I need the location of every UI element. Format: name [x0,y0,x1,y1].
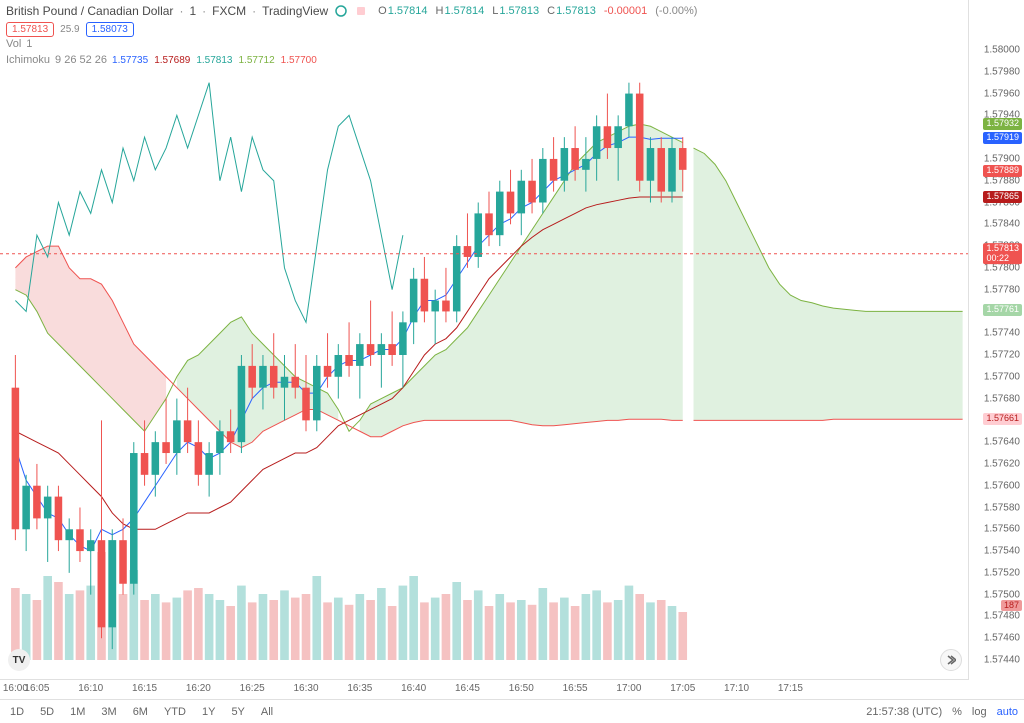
time-tick: 16:40 [401,683,426,694]
price-tick: 1.58000 [984,45,1020,56]
ichimoku-value: 1.57813 [196,55,232,66]
price-tag: 187 [1001,600,1022,612]
price-tick: 1.57740 [984,328,1020,339]
price-badges: 1.57813 25.9 1.58073 [6,22,134,37]
price-tick: 1.57780 [984,284,1020,295]
price-tick: 1.57680 [984,393,1020,404]
ohlc-display: O1.57814 H1.57814 L1.57813 C1.57813 -0.0… [378,5,697,17]
last-price-badge[interactable]: 1.57813 [6,22,54,37]
timeframe-1d[interactable]: 1D [6,704,28,720]
price-tag: 1.57932 [983,118,1022,130]
ichimoku-value: 1.57735 [112,55,148,66]
clock[interactable]: 21:57:38 (UTC) [866,706,942,718]
interval[interactable]: 1 [189,4,196,18]
provider: TradingView [262,4,328,18]
timeframe-6m[interactable]: 6M [129,704,152,720]
log-toggle[interactable]: log [972,706,987,718]
price-tick: 1.57700 [984,371,1020,382]
price-tick: 1.57460 [984,633,1020,644]
compare-icon[interactable] [334,4,348,18]
time-tick: 16:25 [240,683,265,694]
timeframe-1y[interactable]: 1Y [198,704,219,720]
price-axis[interactable]: 1.580001.579801.579601.579401.579201.579… [968,0,1024,680]
timeframe-3m[interactable]: 3M [97,704,120,720]
price-tag: 1.57889 [983,165,1022,177]
time-tick: 16:55 [563,683,588,694]
timeframe-buttons: 1D 5D 1M 3M 6M YTD 1Y 5Y All [6,704,277,720]
price-tag: 1.57661 [983,413,1022,425]
ichimoku-value: 1.57712 [239,55,275,66]
ichimoku-value: 1.57700 [281,55,317,66]
time-tick: 16:45 [455,683,480,694]
chart-container: British Pound / Canadian Dollar · 1 · FX… [0,0,1024,723]
ichimoku-label[interactable]: Ichimoku [6,54,50,66]
price-tick: 1.57900 [984,153,1020,164]
spread: 25.9 [60,24,79,35]
price-tick: 1.57960 [984,88,1020,99]
price-tick: 1.57980 [984,66,1020,77]
time-tick: 16:50 [509,683,534,694]
time-tick: 16:20 [186,683,211,694]
ichimoku-params: 9 26 52 26 [55,54,107,66]
timeframe-all[interactable]: All [257,704,277,720]
price-tick: 1.57500 [984,589,1020,600]
time-tick: 17:15 [778,683,803,694]
timeframe-5y[interactable]: 5Y [227,704,248,720]
time-tick: 16:30 [293,683,318,694]
price-tick: 1.57600 [984,480,1020,491]
time-axis[interactable]: 16:0016:0516:1016:1516:2016:2516:3016:35… [0,679,968,699]
price-tick: 1.57720 [984,350,1020,361]
price-tick: 1.57620 [984,458,1020,469]
flag-icon[interactable] [354,4,368,18]
time-tick: 17:05 [670,683,695,694]
ichimoku-value: 1.57689 [154,55,190,66]
time-tick: 16:15 [132,683,157,694]
volume-value: 1 [26,38,32,50]
price-tick: 1.57580 [984,502,1020,513]
chart-plot-area[interactable] [0,0,968,680]
price-tick: 1.57440 [984,655,1020,666]
time-tick: 16:05 [24,683,49,694]
timeframe-1m[interactable]: 1M [66,704,89,720]
price-tick: 1.57560 [984,524,1020,535]
price-tag: 1.5781300:22 [983,243,1022,265]
time-tick: 16:10 [78,683,103,694]
price-tick: 1.57540 [984,546,1020,557]
timeframe-5d[interactable]: 5D [36,704,58,720]
ichimoku-row: Ichimoku 9 26 52 26 1.57735 1.57689 1.5781… [6,54,323,66]
time-tick: 16:35 [347,683,372,694]
price-tick: 1.57480 [984,611,1020,622]
price-tag: 1.57865 [983,191,1022,203]
auto-toggle[interactable]: auto [997,706,1018,718]
symbol-header: British Pound / Canadian Dollar · 1 · FX… [6,4,697,18]
bid-badge[interactable]: 1.58073 [86,22,134,37]
indicators-row: Vol 1 [6,38,32,50]
time-tick: 17:10 [724,683,749,694]
price-tick: 1.57840 [984,219,1020,230]
percent-toggle[interactable]: % [952,706,962,718]
scroll-to-recent-button[interactable] [940,649,962,671]
price-tag: 1.57761 [983,304,1022,316]
symbol-name[interactable]: British Pound / Canadian Dollar [6,4,173,18]
chart-svg [0,0,968,680]
volume-label[interactable]: Vol [6,38,21,50]
price-tick: 1.57520 [984,567,1020,578]
timeframe-ytd[interactable]: YTD [160,704,190,720]
time-tick: 17:00 [616,683,641,694]
bottom-toolbar: 1D 5D 1M 3M 6M YTD 1Y 5Y All 21:57:38 (UTC) % lo… [0,699,1024,723]
price-tick: 1.57640 [984,437,1020,448]
price-tag: 1.57919 [983,132,1022,144]
exchange: FXCM [212,4,246,18]
tradingview-logo[interactable]: TV [8,649,30,671]
